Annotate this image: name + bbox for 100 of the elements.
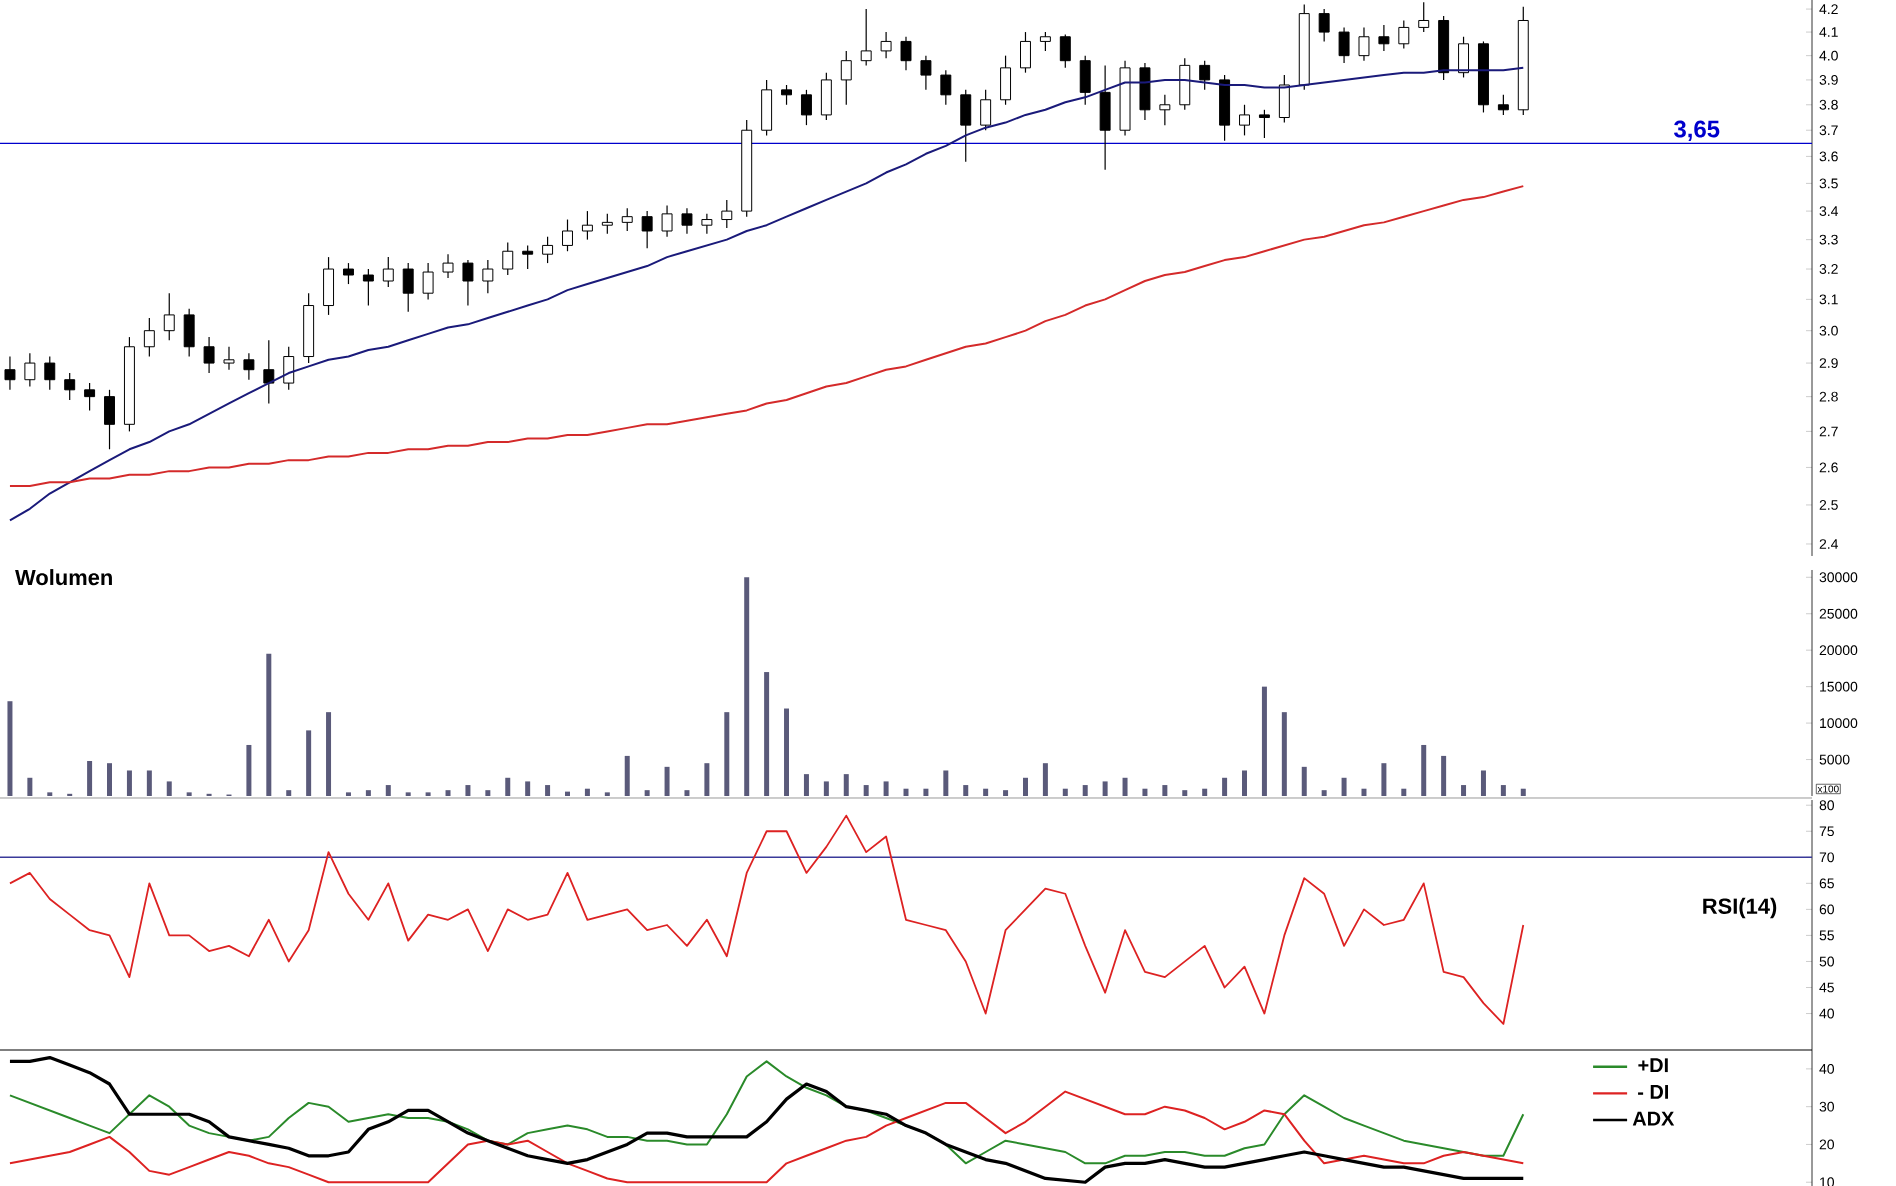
candlestick bbox=[183, 308, 195, 358]
bar bbox=[266, 653, 272, 796]
bar bbox=[963, 785, 969, 796]
candlestick bbox=[820, 72, 832, 121]
candlestick bbox=[1099, 64, 1111, 171]
bar bbox=[943, 770, 949, 796]
candlestick bbox=[342, 262, 354, 285]
bar bbox=[1281, 712, 1287, 796]
candlestick bbox=[163, 292, 175, 341]
bar bbox=[126, 770, 132, 796]
candlestick bbox=[1318, 8, 1330, 43]
bar bbox=[1022, 777, 1028, 796]
bar bbox=[166, 781, 172, 796]
bar bbox=[525, 781, 531, 796]
bar bbox=[1421, 744, 1427, 796]
candlestick bbox=[402, 262, 414, 313]
bar bbox=[485, 790, 491, 796]
bar bbox=[1401, 788, 1407, 796]
bar bbox=[306, 730, 312, 796]
candlestick bbox=[203, 336, 215, 374]
candlestick bbox=[1258, 109, 1270, 139]
candlestick bbox=[1378, 24, 1390, 52]
candlestick bbox=[1278, 74, 1290, 124]
candlestick bbox=[800, 89, 812, 126]
candlestick bbox=[1398, 19, 1410, 50]
candlestick bbox=[243, 352, 255, 381]
candlestick bbox=[462, 259, 474, 307]
candlestick bbox=[104, 389, 115, 450]
candlestick bbox=[601, 213, 613, 235]
bar bbox=[863, 785, 869, 796]
bar bbox=[1042, 763, 1048, 796]
bar bbox=[744, 577, 750, 796]
candlestick bbox=[940, 69, 952, 106]
candlestick bbox=[422, 262, 434, 300]
candlestick bbox=[44, 355, 56, 391]
candlestick bbox=[681, 207, 693, 235]
candlestick bbox=[1358, 26, 1370, 62]
candlestick bbox=[84, 382, 96, 412]
candlestick bbox=[581, 210, 593, 241]
bar bbox=[1441, 755, 1447, 796]
bar bbox=[27, 777, 33, 796]
candlestick bbox=[661, 204, 673, 238]
bar bbox=[465, 785, 471, 796]
candlestick bbox=[1338, 26, 1350, 64]
bar bbox=[644, 790, 650, 796]
candlestick bbox=[64, 372, 76, 401]
bar bbox=[1062, 788, 1068, 796]
bar bbox=[1361, 788, 1367, 796]
bar bbox=[1381, 763, 1387, 796]
bar bbox=[385, 785, 391, 796]
bar bbox=[843, 774, 849, 796]
candlestick bbox=[562, 218, 573, 252]
candlestick bbox=[641, 210, 653, 249]
candlestick bbox=[502, 241, 514, 276]
candlestick bbox=[1139, 62, 1151, 121]
legend-label: - DI bbox=[1638, 1085, 1669, 1099]
candlestick bbox=[1199, 60, 1211, 91]
candlestick bbox=[482, 259, 494, 294]
candlestick bbox=[4, 355, 16, 391]
candlestick bbox=[980, 89, 992, 131]
candlestick bbox=[1039, 31, 1051, 52]
bar bbox=[764, 672, 770, 796]
legend-label: ADX bbox=[1632, 1111, 1675, 1126]
candlestick bbox=[542, 236, 554, 264]
bar bbox=[684, 790, 690, 796]
bar bbox=[724, 712, 730, 796]
bar bbox=[1202, 788, 1208, 796]
bar bbox=[1321, 790, 1327, 796]
candlestick bbox=[1020, 31, 1031, 74]
bar bbox=[1082, 785, 1088, 796]
candlestick bbox=[701, 213, 713, 235]
bar bbox=[246, 744, 252, 796]
bar bbox=[365, 790, 371, 796]
bar bbox=[107, 763, 113, 796]
bar bbox=[1182, 790, 1188, 796]
bar bbox=[1142, 788, 1148, 796]
candlestick bbox=[1219, 74, 1231, 142]
bar bbox=[445, 790, 451, 796]
bar bbox=[1242, 770, 1248, 796]
candlestick bbox=[362, 268, 374, 307]
bar bbox=[1003, 790, 1009, 796]
candlestick bbox=[1418, 1, 1430, 33]
candlestick bbox=[223, 346, 235, 371]
candlestick bbox=[1159, 94, 1171, 126]
bar bbox=[704, 763, 710, 796]
bar bbox=[1261, 686, 1267, 796]
candlestick bbox=[1179, 57, 1191, 111]
bar bbox=[584, 788, 590, 796]
bar bbox=[923, 788, 929, 796]
candlestick bbox=[880, 31, 892, 59]
candlestick bbox=[781, 84, 793, 106]
candlestick bbox=[900, 36, 912, 71]
bar bbox=[545, 785, 551, 796]
candlestick bbox=[143, 317, 155, 358]
bar bbox=[1301, 766, 1307, 796]
candlestick bbox=[920, 55, 932, 91]
bar bbox=[883, 781, 889, 796]
bar bbox=[1122, 777, 1128, 796]
bar bbox=[1520, 788, 1526, 796]
candlestick bbox=[1239, 104, 1250, 136]
